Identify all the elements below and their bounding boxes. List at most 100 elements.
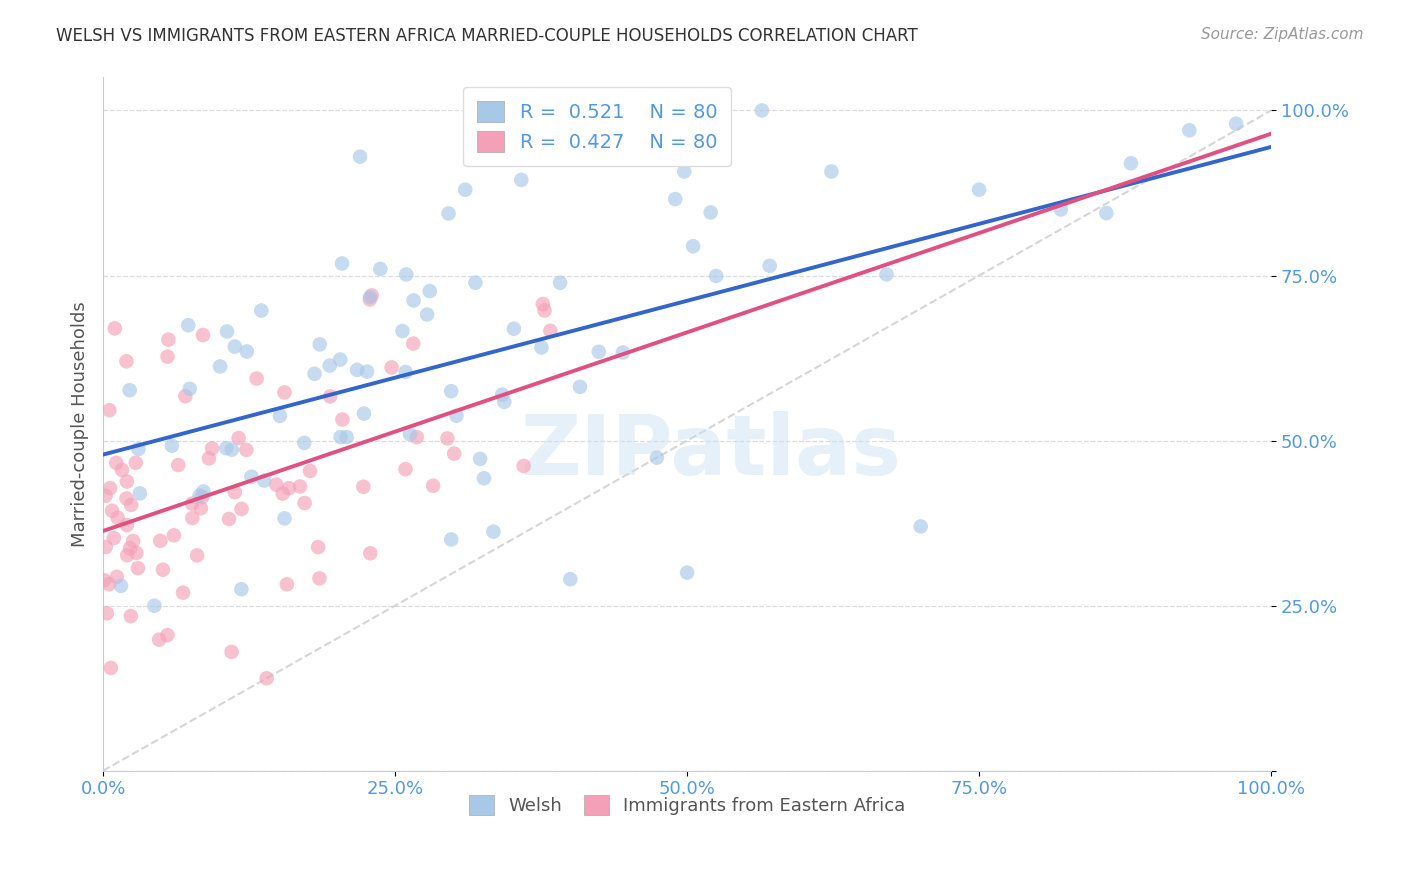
Point (127, 442, 149, 456)
Point (395, 268, 418, 282)
Point (104, 321, 127, 335)
Point (436, 431, 458, 445)
Point (273, 511, 295, 525)
Point (105, 570, 128, 584)
Point (751, 103, 773, 118)
Point (101, 504, 124, 518)
Point (157, 333, 180, 347)
Point (228, 431, 250, 445)
Point (419, 284, 441, 298)
Point (307, 540, 329, 554)
Point (181, 497, 204, 511)
Point (193, 484, 215, 499)
Point (94, 540, 117, 554)
Point (186, 549, 208, 563)
Point (174, 389, 197, 403)
Point (246, 371, 269, 385)
Point (530, 341, 553, 355)
Point (875, 268, 897, 282)
Point (356, 365, 378, 379)
Point (94, 489, 117, 503)
Point (100, 661, 122, 675)
Point (402, 336, 425, 351)
Point (368, 262, 391, 277)
Point (167, 458, 190, 472)
Point (336, 430, 359, 444)
Point (437, 206, 460, 220)
Point (422, 479, 444, 493)
Point (125, 456, 148, 470)
Point (391, 324, 413, 338)
Point (120, 609, 142, 624)
Point (394, 462, 416, 476)
Point (359, 546, 381, 560)
Point (231, 582, 253, 597)
Point (664, 192, 686, 206)
Point (269, 409, 291, 423)
Point (110, 579, 132, 593)
Point (235, 442, 257, 457)
Point (308, 571, 330, 585)
Point (152, 563, 174, 577)
Point (405, 430, 427, 444)
Point (105, 456, 128, 470)
Point (533, 303, 555, 318)
Point (276, 577, 298, 591)
Point (330, 256, 353, 270)
Point (699, 205, 721, 219)
Point (115, 354, 138, 368)
Point (443, 447, 465, 461)
Point (319, 359, 342, 373)
Point (308, 337, 330, 351)
Point (1225, 117, 1247, 131)
Point (156, 628, 179, 642)
Point (103, 531, 125, 545)
Point (464, 276, 486, 290)
Point (179, 382, 201, 396)
Point (172, 585, 194, 599)
Point (319, 389, 342, 403)
Point (111, 463, 134, 477)
Point (250, 303, 273, 318)
Point (209, 359, 232, 374)
Point (531, 297, 554, 311)
Point (472, 471, 495, 485)
Point (277, 481, 299, 495)
Point (502, 322, 524, 336)
Point (118, 541, 141, 556)
Point (190, 501, 212, 516)
Point (440, 533, 463, 547)
Point (115, 475, 138, 489)
Point (271, 486, 294, 500)
Point (128, 486, 150, 500)
Point (454, 183, 477, 197)
Point (482, 524, 505, 539)
Point (93, 573, 115, 587)
Point (143, 599, 166, 613)
Legend: Welsh, Immigrants from Eastern Africa: Welsh, Immigrants from Eastern Africa (460, 786, 915, 824)
Point (292, 435, 315, 450)
Point (704, 268, 727, 283)
Point (416, 308, 439, 322)
Point (236, 344, 259, 359)
Point (231, 502, 253, 516)
Point (820, 164, 842, 178)
Point (98, 577, 121, 591)
Point (125, 546, 148, 560)
Point (673, 164, 696, 178)
Point (149, 533, 172, 548)
Point (329, 430, 352, 444)
Point (910, 519, 932, 533)
Point (491, 387, 513, 401)
Point (163, 528, 186, 542)
Point (359, 293, 381, 307)
Point (122, 534, 145, 549)
Point (468, 451, 491, 466)
Point (352, 480, 374, 494)
Point (215, 441, 238, 455)
Point (221, 442, 243, 457)
Point (294, 496, 316, 510)
Point (148, 632, 170, 647)
Point (1178, 123, 1201, 137)
Point (156, 350, 179, 364)
